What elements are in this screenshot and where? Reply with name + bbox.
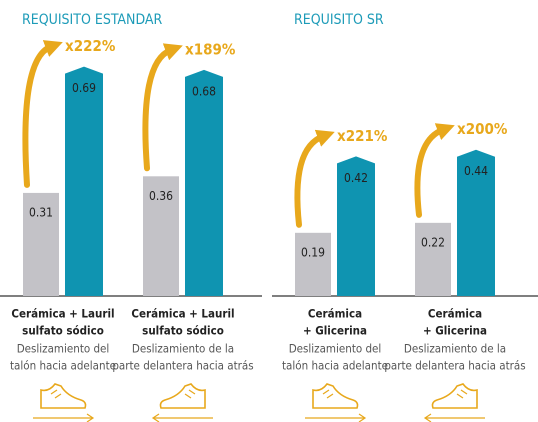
growth-annotation: x222%	[65, 37, 116, 55]
shoe-line	[151, 413, 213, 422]
shoe-line	[322, 389, 334, 399]
shoe-icon	[33, 383, 95, 422]
bar	[23, 192, 59, 296]
category-label: + Glicerina	[423, 324, 487, 338]
category-label: + Glicerina	[303, 324, 367, 338]
shoe-line	[33, 413, 95, 422]
shoe-line	[423, 413, 485, 422]
shoe-line	[40, 383, 87, 409]
category-note: Deslizamiento de la	[132, 342, 234, 356]
shoe-icon	[423, 383, 485, 422]
category-note: talón hacia adelante	[10, 359, 116, 373]
bar	[415, 222, 451, 296]
shoe-icon	[151, 383, 213, 422]
category-note: Deslizamiento del	[17, 342, 110, 356]
category-label: Cerámica	[428, 307, 482, 321]
growth-arrow	[294, 129, 335, 228]
growth-arrow	[22, 40, 63, 188]
bar	[65, 66, 103, 296]
panel-title: REQUISITO ESTANDAR	[22, 12, 163, 28]
shoe-line	[456, 389, 468, 399]
value-label: 0.36	[149, 189, 173, 203]
shoe-line	[184, 389, 196, 399]
shoe-line	[159, 383, 206, 409]
shoe-icon	[305, 383, 367, 422]
bar	[143, 176, 179, 296]
category-note: Deslizamiento de la	[404, 342, 506, 356]
bar	[295, 232, 331, 296]
growth-arrow	[414, 123, 455, 218]
category-note: Deslizamiento del	[289, 342, 382, 356]
category-label: Cerámica + Lauril	[11, 307, 114, 321]
bar	[185, 69, 223, 297]
category-note: talón hacia adelante	[282, 359, 388, 373]
category-label: Cerámica	[308, 307, 362, 321]
shoe-line	[305, 413, 367, 422]
shoe-line	[50, 389, 62, 399]
value-label: 0.31	[29, 205, 53, 219]
shoe-line	[431, 383, 478, 409]
category-note: parte delantera hacia atrás	[384, 359, 525, 373]
value-label: 0.42	[344, 171, 368, 185]
value-label: 0.44	[464, 164, 488, 178]
value-label: 0.69	[72, 81, 96, 95]
panel-title: REQUISITO SR	[294, 12, 384, 28]
category-label: sulfato sódico	[22, 324, 104, 338]
growth-annotation: x221%	[337, 127, 388, 145]
bar	[337, 156, 375, 296]
bar	[457, 149, 495, 296]
value-label: 0.19	[301, 245, 325, 259]
value-label: 0.68	[192, 84, 216, 98]
category-note: parte delantera hacia atrás	[112, 359, 253, 373]
growth-arrow	[142, 43, 183, 172]
growth-annotation: x189%	[185, 40, 236, 58]
shoe-line	[312, 383, 359, 409]
category-label: sulfato sódico	[142, 324, 224, 338]
category-label: Cerámica + Lauril	[131, 307, 234, 321]
value-label: 0.22	[421, 235, 445, 249]
growth-annotation: x200%	[457, 120, 508, 138]
